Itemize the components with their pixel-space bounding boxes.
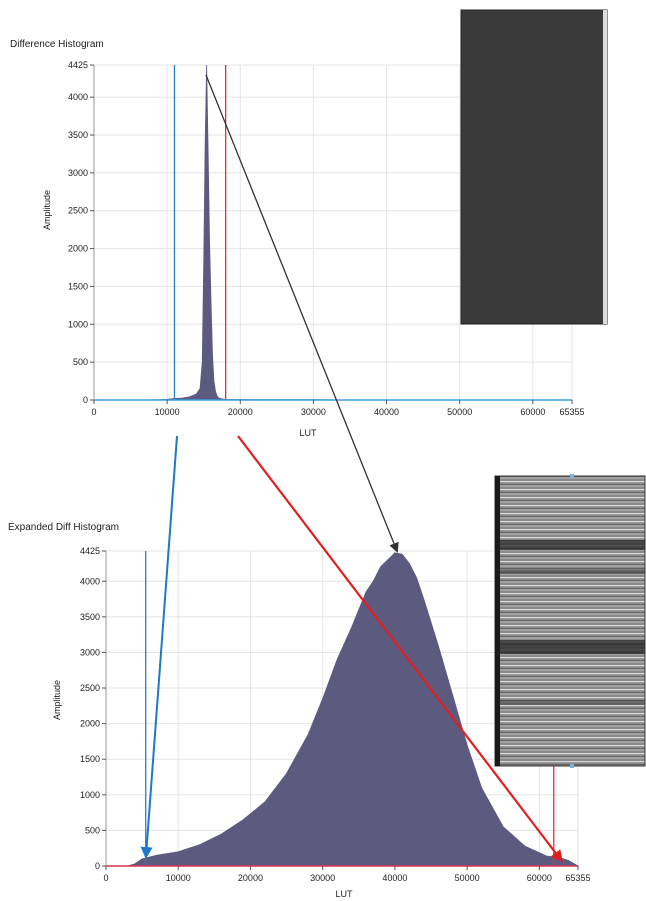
series-area-path xyxy=(127,552,580,867)
y-tick-label: 0 xyxy=(95,861,100,871)
x-tick-labels: 0 10000 20000 30000 40000 50000 60000 65355 xyxy=(91,400,585,417)
y-tick-label: 3500 xyxy=(80,612,100,622)
y-tick-label: 500 xyxy=(85,825,100,835)
y-tick-label: 1500 xyxy=(68,281,88,291)
x-tick-label: 10000 xyxy=(166,873,191,883)
x-axis-label: LUT xyxy=(299,428,317,438)
x-tick-label: 30000 xyxy=(301,407,326,417)
chart-title: Expanded Diff Histogram xyxy=(8,522,119,533)
y-tick-label: 3000 xyxy=(68,168,88,178)
x-tick-label: 0 xyxy=(103,873,108,883)
chart-title: Difference Histogram xyxy=(10,39,104,50)
low-cut-arrow xyxy=(140,435,178,859)
series-area xyxy=(127,552,580,867)
series-area xyxy=(145,64,350,401)
y-tick-label: 4425 xyxy=(80,546,100,556)
markers xyxy=(173,65,227,400)
x-tick-label: 30000 xyxy=(310,873,335,883)
y-tick-label: 2500 xyxy=(80,683,100,693)
expanded-image-thumbnail xyxy=(494,474,646,768)
x-tick-label: 60000 xyxy=(527,873,552,883)
connector-arrows xyxy=(140,74,563,863)
x-tick-label: 20000 xyxy=(238,873,263,883)
y-tick-label: 3000 xyxy=(80,647,100,657)
y-tick-label: 1000 xyxy=(68,319,88,329)
y-tick-label: 2500 xyxy=(68,206,88,216)
y-tick-label: 4000 xyxy=(80,576,100,586)
series-area-path xyxy=(145,64,350,401)
x-axis-label: LUT xyxy=(335,889,353,899)
y-tick-label: 4000 xyxy=(68,92,88,102)
y-axis-label: Amplitude xyxy=(42,190,52,230)
y-axis-label: Amplitude xyxy=(52,680,62,720)
high-cut-arrow xyxy=(237,435,563,863)
y-tick-label: 1500 xyxy=(80,754,100,764)
y-tick-label: 500 xyxy=(73,357,88,367)
y-tick-labels: 0 500 1000 1500 2000 2500 3000 3500 4000 4425 xyxy=(80,546,106,871)
x-tick-label: 50000 xyxy=(447,407,472,417)
axes xyxy=(105,551,578,867)
x-tick-label: 0 xyxy=(91,407,96,417)
y-tick-labels: 0 500 1000 1500 2000 2500 3000 3500 4000 4425 xyxy=(68,60,94,405)
peak-arrow xyxy=(205,74,399,553)
y-tick-label: 2000 xyxy=(80,719,100,729)
y-tick-label: 2000 xyxy=(68,244,88,254)
x-tick-label: 40000 xyxy=(374,407,399,417)
difference-image-thumbnail xyxy=(460,9,608,325)
y-tick-label: 4425 xyxy=(68,60,88,70)
x-tick-label: 40000 xyxy=(382,873,407,883)
y-tick-label: 3500 xyxy=(68,130,88,140)
x-tick-label: 20000 xyxy=(228,407,253,417)
x-tick-label: 65355 xyxy=(565,873,590,883)
x-tick-label: 60000 xyxy=(520,407,545,417)
y-tick-label: 1000 xyxy=(80,790,100,800)
x-tick-label: 50000 xyxy=(455,873,480,883)
x-tick-label: 10000 xyxy=(155,407,180,417)
axes xyxy=(93,65,572,401)
y-tick-label: 0 xyxy=(83,395,88,405)
x-tick-label: 65355 xyxy=(559,407,584,417)
x-tick-labels: 0 10000 20000 30000 40000 50000 60000 65355 xyxy=(103,866,591,883)
